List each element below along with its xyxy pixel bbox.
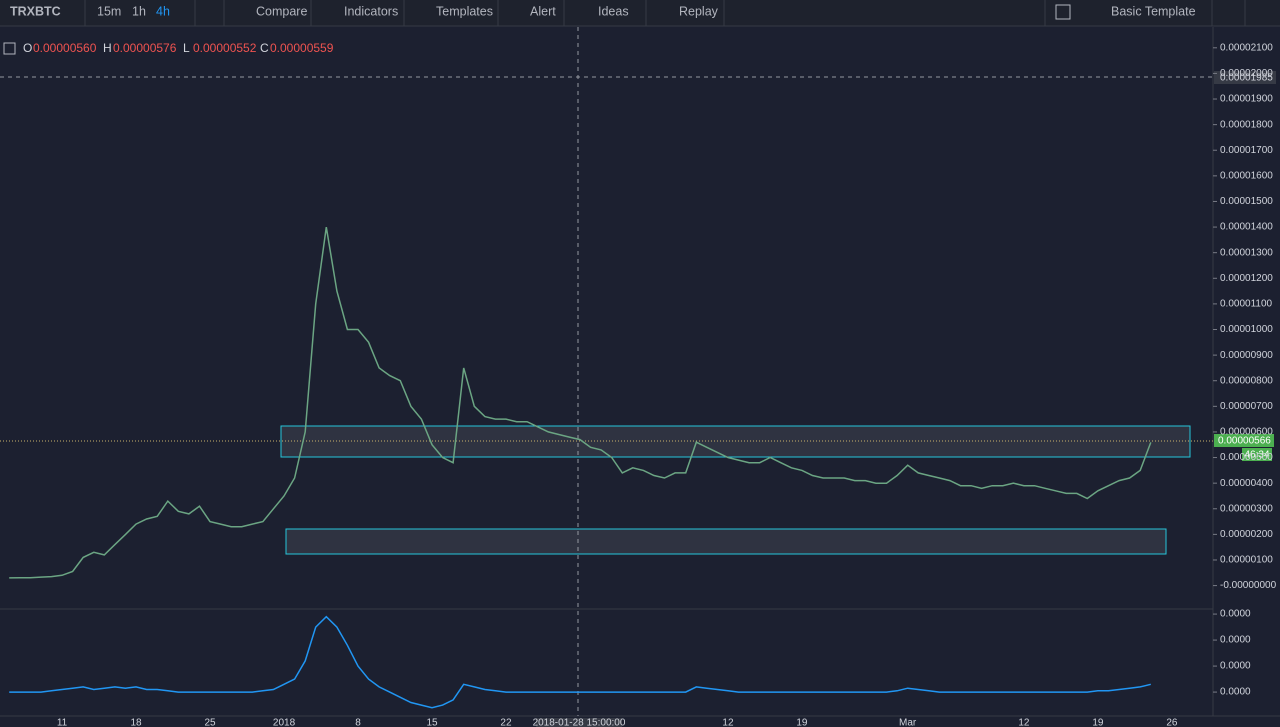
countdown-box [1242, 448, 1272, 461]
y-tick-label: 0.00001800 [1220, 119, 1273, 130]
toolbar-button[interactable]: Indicators [344, 4, 398, 18]
y-tick-label: 0.00001600 [1220, 170, 1273, 181]
interval[interactable]: 4h [156, 4, 170, 18]
legend-key: H [103, 41, 112, 55]
x-tick-label: 11 [57, 718, 68, 727]
legend: O 0.00000560 H 0.00000576 L 0.00000552 C 0.0000… [23, 41, 334, 55]
layout-icon[interactable] [1055, 4, 1071, 20]
x-tick-label: 15 [426, 718, 438, 727]
y-tick-label: 0.0000 [1220, 635, 1251, 646]
y-tick-label: 0.00001300 [1220, 247, 1273, 258]
x-tick-label: 8 [355, 718, 361, 727]
toolbar-button[interactable]: Ideas [598, 4, 629, 18]
crosshair-price-box [1214, 71, 1276, 84]
y-tick-label: 0.0000 [1220, 609, 1251, 620]
y-tick-label: -0.00000000 [1220, 580, 1277, 591]
y-tick-label: 0.00001500 [1220, 196, 1273, 207]
y-tick-label: 0.00001700 [1220, 145, 1273, 156]
symbol[interactable]: TRXBTC [10, 4, 61, 18]
legend-toggle[interactable] [3, 42, 16, 55]
x-tick-label: 18 [130, 718, 142, 727]
last-price-box [1214, 434, 1274, 447]
y-tick-label: 0.00001000 [1220, 324, 1273, 335]
y-tick-label: 0.00000100 [1220, 555, 1273, 566]
y-tick-label: 0.00000300 [1220, 503, 1273, 514]
y-tick-label: 0.00000600 [1220, 427, 1273, 438]
x-tick-label: 19 [1092, 718, 1104, 727]
legend-value: 0.00000559 [270, 41, 334, 55]
legend-key: L [183, 41, 190, 55]
toolbar-button[interactable]: Compare [256, 4, 307, 18]
crosshair-time: 2018-01-28 15:00:00 [533, 718, 626, 727]
y-tick-label: 0.00000400 [1220, 478, 1273, 489]
legend-value: 0.00000560 [33, 41, 97, 55]
y-tick-label: 0.00001100 [1220, 299, 1273, 310]
y-tick-label: 0.00002000 [1220, 68, 1273, 79]
y-tick-label: 0.00000700 [1220, 401, 1273, 412]
toolbar [0, 0, 1280, 26]
y-tick-label: 0.00001400 [1220, 222, 1273, 233]
crosshair-time-box [536, 718, 622, 727]
toolbar-button[interactable]: Replay [679, 4, 719, 18]
y-tick-label: 0.00001200 [1220, 273, 1273, 284]
y-tick-label: 0.00000500 [1220, 452, 1273, 463]
y-tick-label: 0.00000900 [1220, 350, 1273, 361]
legend-value: 0.00000552 [193, 41, 257, 55]
crosshair-price: 0.00001985 [1220, 73, 1273, 84]
toolbar-button[interactable]: Templates [436, 4, 493, 18]
series-line [9, 615, 1151, 709]
legend-value: 0.00000576 [113, 41, 177, 55]
x-tick-label: 19 [796, 718, 808, 727]
x-tick-label: 26 [1166, 718, 1178, 727]
interval[interactable]: 1h [132, 4, 146, 18]
template-select[interactable]: Basic Template [1111, 4, 1196, 18]
zone-rect[interactable] [285, 528, 1167, 555]
legend-key: O [23, 41, 32, 55]
x-tick-label: 25 [204, 718, 216, 727]
y-tick-label: 0.00000800 [1220, 375, 1273, 386]
toolbar-button[interactable]: Alert [530, 4, 556, 18]
x-tick-label: Mar [899, 718, 917, 727]
series-line [9, 226, 1152, 579]
interval[interactable]: 15m [97, 4, 121, 18]
legend-key: C [260, 41, 269, 55]
x-tick-label: 2018 [273, 718, 296, 727]
y-tick-label: 0.0000 [1220, 687, 1251, 698]
countdown: 46:34 [1244, 450, 1269, 461]
x-tick-label: 12 [722, 718, 734, 727]
y-tick-label: 0.00001900 [1220, 94, 1273, 105]
y-tick-label: 0.0000 [1220, 661, 1251, 672]
x-tick-label: 22 [500, 718, 512, 727]
y-tick-label: 0.00000200 [1220, 529, 1273, 540]
last-price: 0.00000566 [1218, 436, 1271, 447]
x-tick-label: 12 [1018, 718, 1030, 727]
y-tick-label: 0.00002100 [1220, 42, 1273, 53]
separators [84, 0, 1246, 26]
